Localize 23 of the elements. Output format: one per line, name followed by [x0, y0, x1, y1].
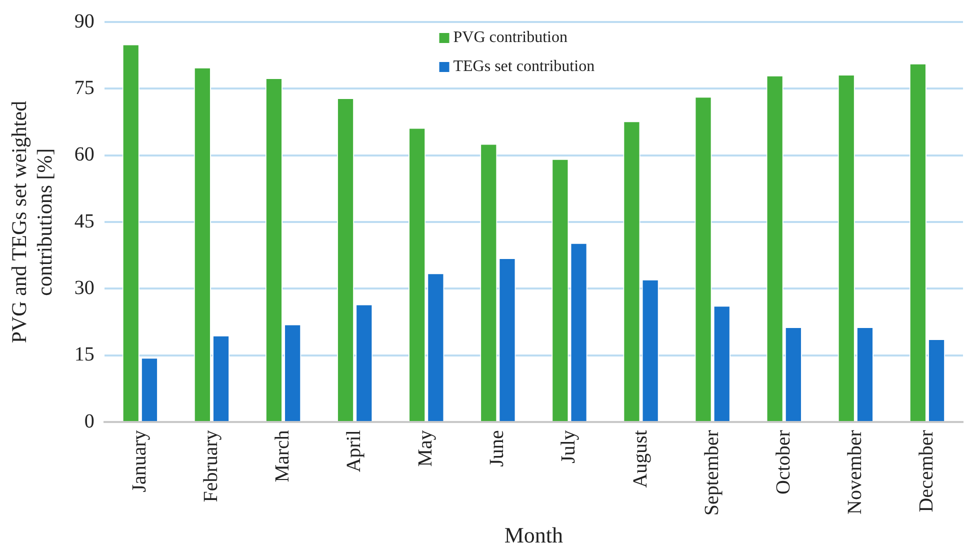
- x-tick-label: March: [272, 430, 294, 482]
- x-tick-label: December: [915, 430, 938, 512]
- x-tick-label: April: [343, 430, 366, 472]
- x-tick-label: November: [844, 430, 866, 514]
- x-axis-title: Month: [504, 522, 564, 548]
- y-axis-title: PVG and TEGs set weighted contributions [%]: [7, 100, 56, 344]
- legend-label: PVG contribution: [453, 29, 568, 46]
- y-tick-label: 30: [74, 276, 94, 299]
- legend-label: TEGs set contribution: [453, 58, 595, 76]
- x-tick-label: September: [700, 430, 723, 516]
- x-tick-label: May: [414, 430, 437, 467]
- x-tick-label: October: [772, 430, 794, 494]
- x-tick-label: August: [629, 430, 652, 488]
- y-tick-label: 0: [84, 410, 94, 432]
- x-tick-label: June: [486, 430, 508, 467]
- y-tick-label: 60: [74, 144, 94, 166]
- y-tick-label: 90: [74, 10, 94, 32]
- x-tick-label: February: [200, 430, 222, 502]
- x-tick-label: July: [558, 430, 580, 464]
- x-tick-label: January: [128, 430, 150, 492]
- y-tick-label: 75: [74, 76, 94, 99]
- y-tick-label: 45: [74, 210, 94, 232]
- y-tick-label: 15: [74, 344, 94, 366]
